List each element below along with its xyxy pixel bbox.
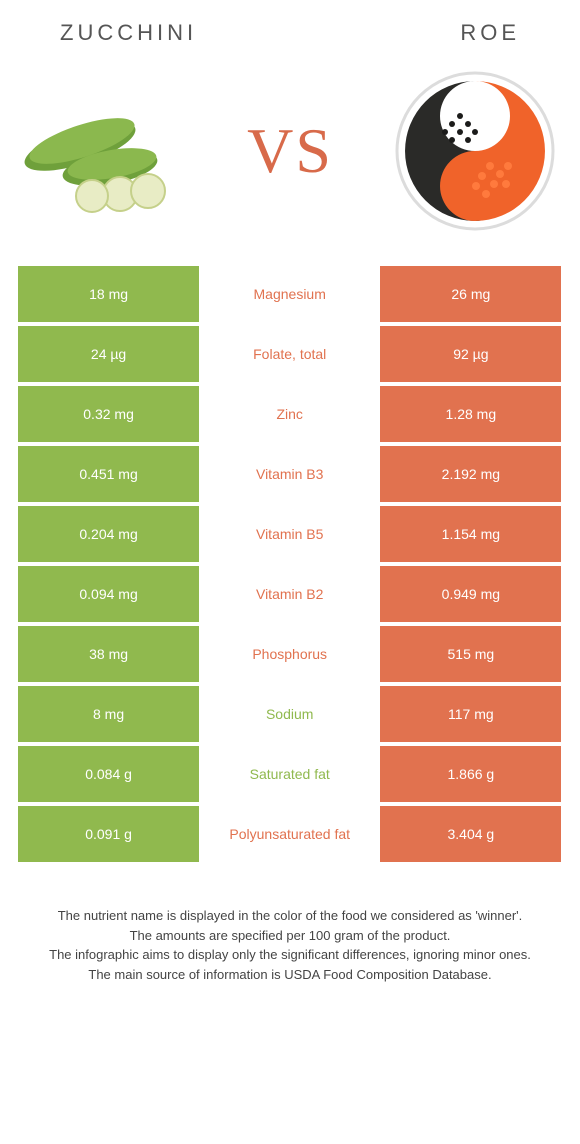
right-value-cell: 26 mg <box>380 266 561 322</box>
table-row: 0.084 gSaturated fat1.866 g <box>18 746 562 802</box>
right-food-title: Roe <box>460 20 520 46</box>
comparison-table: 18 mgMagnesium26 mg24 µgFolate, total92 … <box>0 266 580 862</box>
footnote-line: The main source of information is USDA F… <box>30 965 550 985</box>
zucchini-image <box>20 66 190 236</box>
right-value-cell: 117 mg <box>380 686 561 742</box>
left-value-cell: 0.094 mg <box>18 566 199 622</box>
left-value-cell: 8 mg <box>18 686 199 742</box>
left-value-cell: 0.451 mg <box>18 446 199 502</box>
table-row: 0.091 gPolyunsaturated fat3.404 g <box>18 806 562 862</box>
right-value-cell: 1.866 g <box>380 746 561 802</box>
left-value-cell: 0.32 mg <box>18 386 199 442</box>
left-value-cell: 38 mg <box>18 626 199 682</box>
nutrient-name-cell: Vitamin B2 <box>199 566 380 622</box>
right-value-cell: 3.404 g <box>380 806 561 862</box>
table-row: 18 mgMagnesium26 mg <box>18 266 562 322</box>
left-value-cell: 18 mg <box>18 266 199 322</box>
left-value-cell: 0.084 g <box>18 746 199 802</box>
nutrient-name-cell: Polyunsaturated fat <box>199 806 380 862</box>
nutrient-name-cell: Saturated fat <box>199 746 380 802</box>
table-row: 0.094 mgVitamin B20.949 mg <box>18 566 562 622</box>
footnote-line: The amounts are specified per 100 gram o… <box>30 926 550 946</box>
nutrient-name-cell: Zinc <box>199 386 380 442</box>
table-row: 0.204 mgVitamin B51.154 mg <box>18 506 562 562</box>
left-food-title: Zucchini <box>60 20 197 46</box>
right-value-cell: 515 mg <box>380 626 561 682</box>
left-value-cell: 0.091 g <box>18 806 199 862</box>
right-value-cell: 2.192 mg <box>380 446 561 502</box>
right-value-cell: 92 µg <box>380 326 561 382</box>
table-row: 0.451 mgVitamin B32.192 mg <box>18 446 562 502</box>
images-row: VS <box>0 56 580 266</box>
nutrient-name-cell: Magnesium <box>199 266 380 322</box>
nutrient-name-cell: Vitamin B3 <box>199 446 380 502</box>
footnote-line: The infographic aims to display only the… <box>30 945 550 965</box>
table-row: 8 mgSodium117 mg <box>18 686 562 742</box>
table-row: 0.32 mgZinc1.28 mg <box>18 386 562 442</box>
roe-image <box>390 66 560 236</box>
table-row: 38 mgPhosphorus515 mg <box>18 626 562 682</box>
nutrient-name-cell: Phosphorus <box>199 626 380 682</box>
left-value-cell: 0.204 mg <box>18 506 199 562</box>
footnote: The nutrient name is displayed in the co… <box>0 866 580 984</box>
right-value-cell: 0.949 mg <box>380 566 561 622</box>
right-value-cell: 1.154 mg <box>380 506 561 562</box>
nutrient-name-cell: Sodium <box>199 686 380 742</box>
table-row: 24 µgFolate, total92 µg <box>18 326 562 382</box>
footnote-line: The nutrient name is displayed in the co… <box>30 906 550 926</box>
header: Zucchini Roe <box>0 0 580 56</box>
nutrient-name-cell: Folate, total <box>199 326 380 382</box>
right-value-cell: 1.28 mg <box>380 386 561 442</box>
vs-label: VS <box>247 114 333 188</box>
left-value-cell: 24 µg <box>18 326 199 382</box>
nutrient-name-cell: Vitamin B5 <box>199 506 380 562</box>
